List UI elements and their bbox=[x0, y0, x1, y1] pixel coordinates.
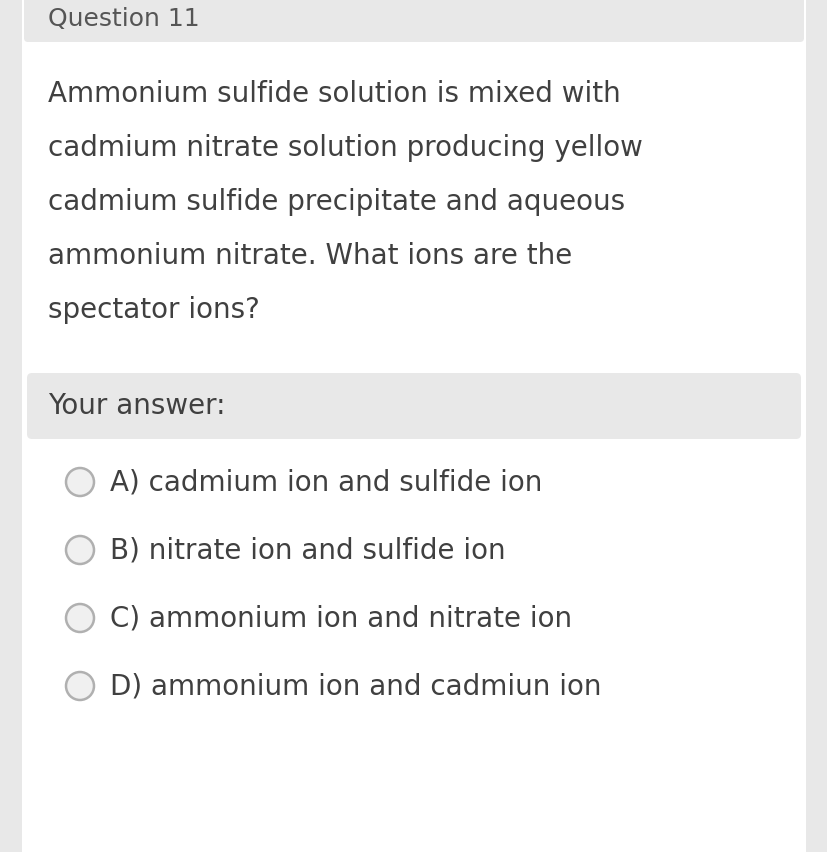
Circle shape bbox=[66, 672, 94, 700]
Text: spectator ions?: spectator ions? bbox=[48, 296, 260, 324]
Text: B) nitrate ion and sulfide ion: B) nitrate ion and sulfide ion bbox=[110, 536, 505, 564]
FancyBboxPatch shape bbox=[27, 373, 800, 439]
Text: cadmium sulfide precipitate and aqueous: cadmium sulfide precipitate and aqueous bbox=[48, 188, 624, 216]
Text: D) ammonium ion and cadmiun ion: D) ammonium ion and cadmiun ion bbox=[110, 672, 600, 700]
Text: ammonium nitrate. What ions are the: ammonium nitrate. What ions are the bbox=[48, 242, 571, 270]
Circle shape bbox=[66, 536, 94, 564]
Text: Your answer:: Your answer: bbox=[48, 392, 225, 420]
Text: Question 11: Question 11 bbox=[48, 7, 199, 31]
Text: cadmium nitrate solution producing yellow: cadmium nitrate solution producing yello… bbox=[48, 134, 642, 162]
Circle shape bbox=[66, 468, 94, 496]
FancyBboxPatch shape bbox=[24, 0, 803, 42]
FancyBboxPatch shape bbox=[22, 0, 805, 852]
Text: A) cadmium ion and sulfide ion: A) cadmium ion and sulfide ion bbox=[110, 468, 542, 496]
Text: Ammonium sulfide solution is mixed with: Ammonium sulfide solution is mixed with bbox=[48, 80, 620, 108]
Circle shape bbox=[66, 604, 94, 632]
Text: C) ammonium ion and nitrate ion: C) ammonium ion and nitrate ion bbox=[110, 604, 571, 632]
